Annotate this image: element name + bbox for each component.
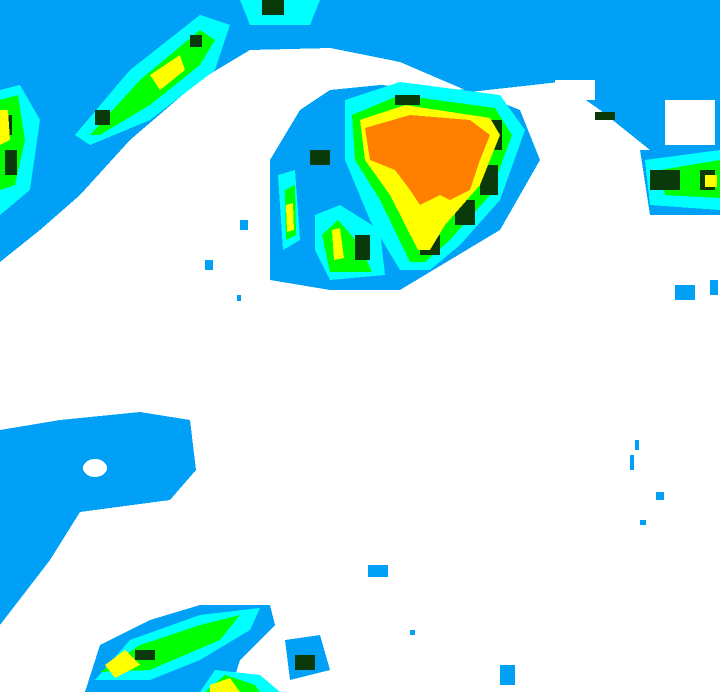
scattered-echoes	[205, 220, 718, 685]
severe-precip-layer	[365, 115, 490, 205]
white-holes	[83, 80, 715, 477]
heavy-precip-layer	[0, 30, 720, 692]
